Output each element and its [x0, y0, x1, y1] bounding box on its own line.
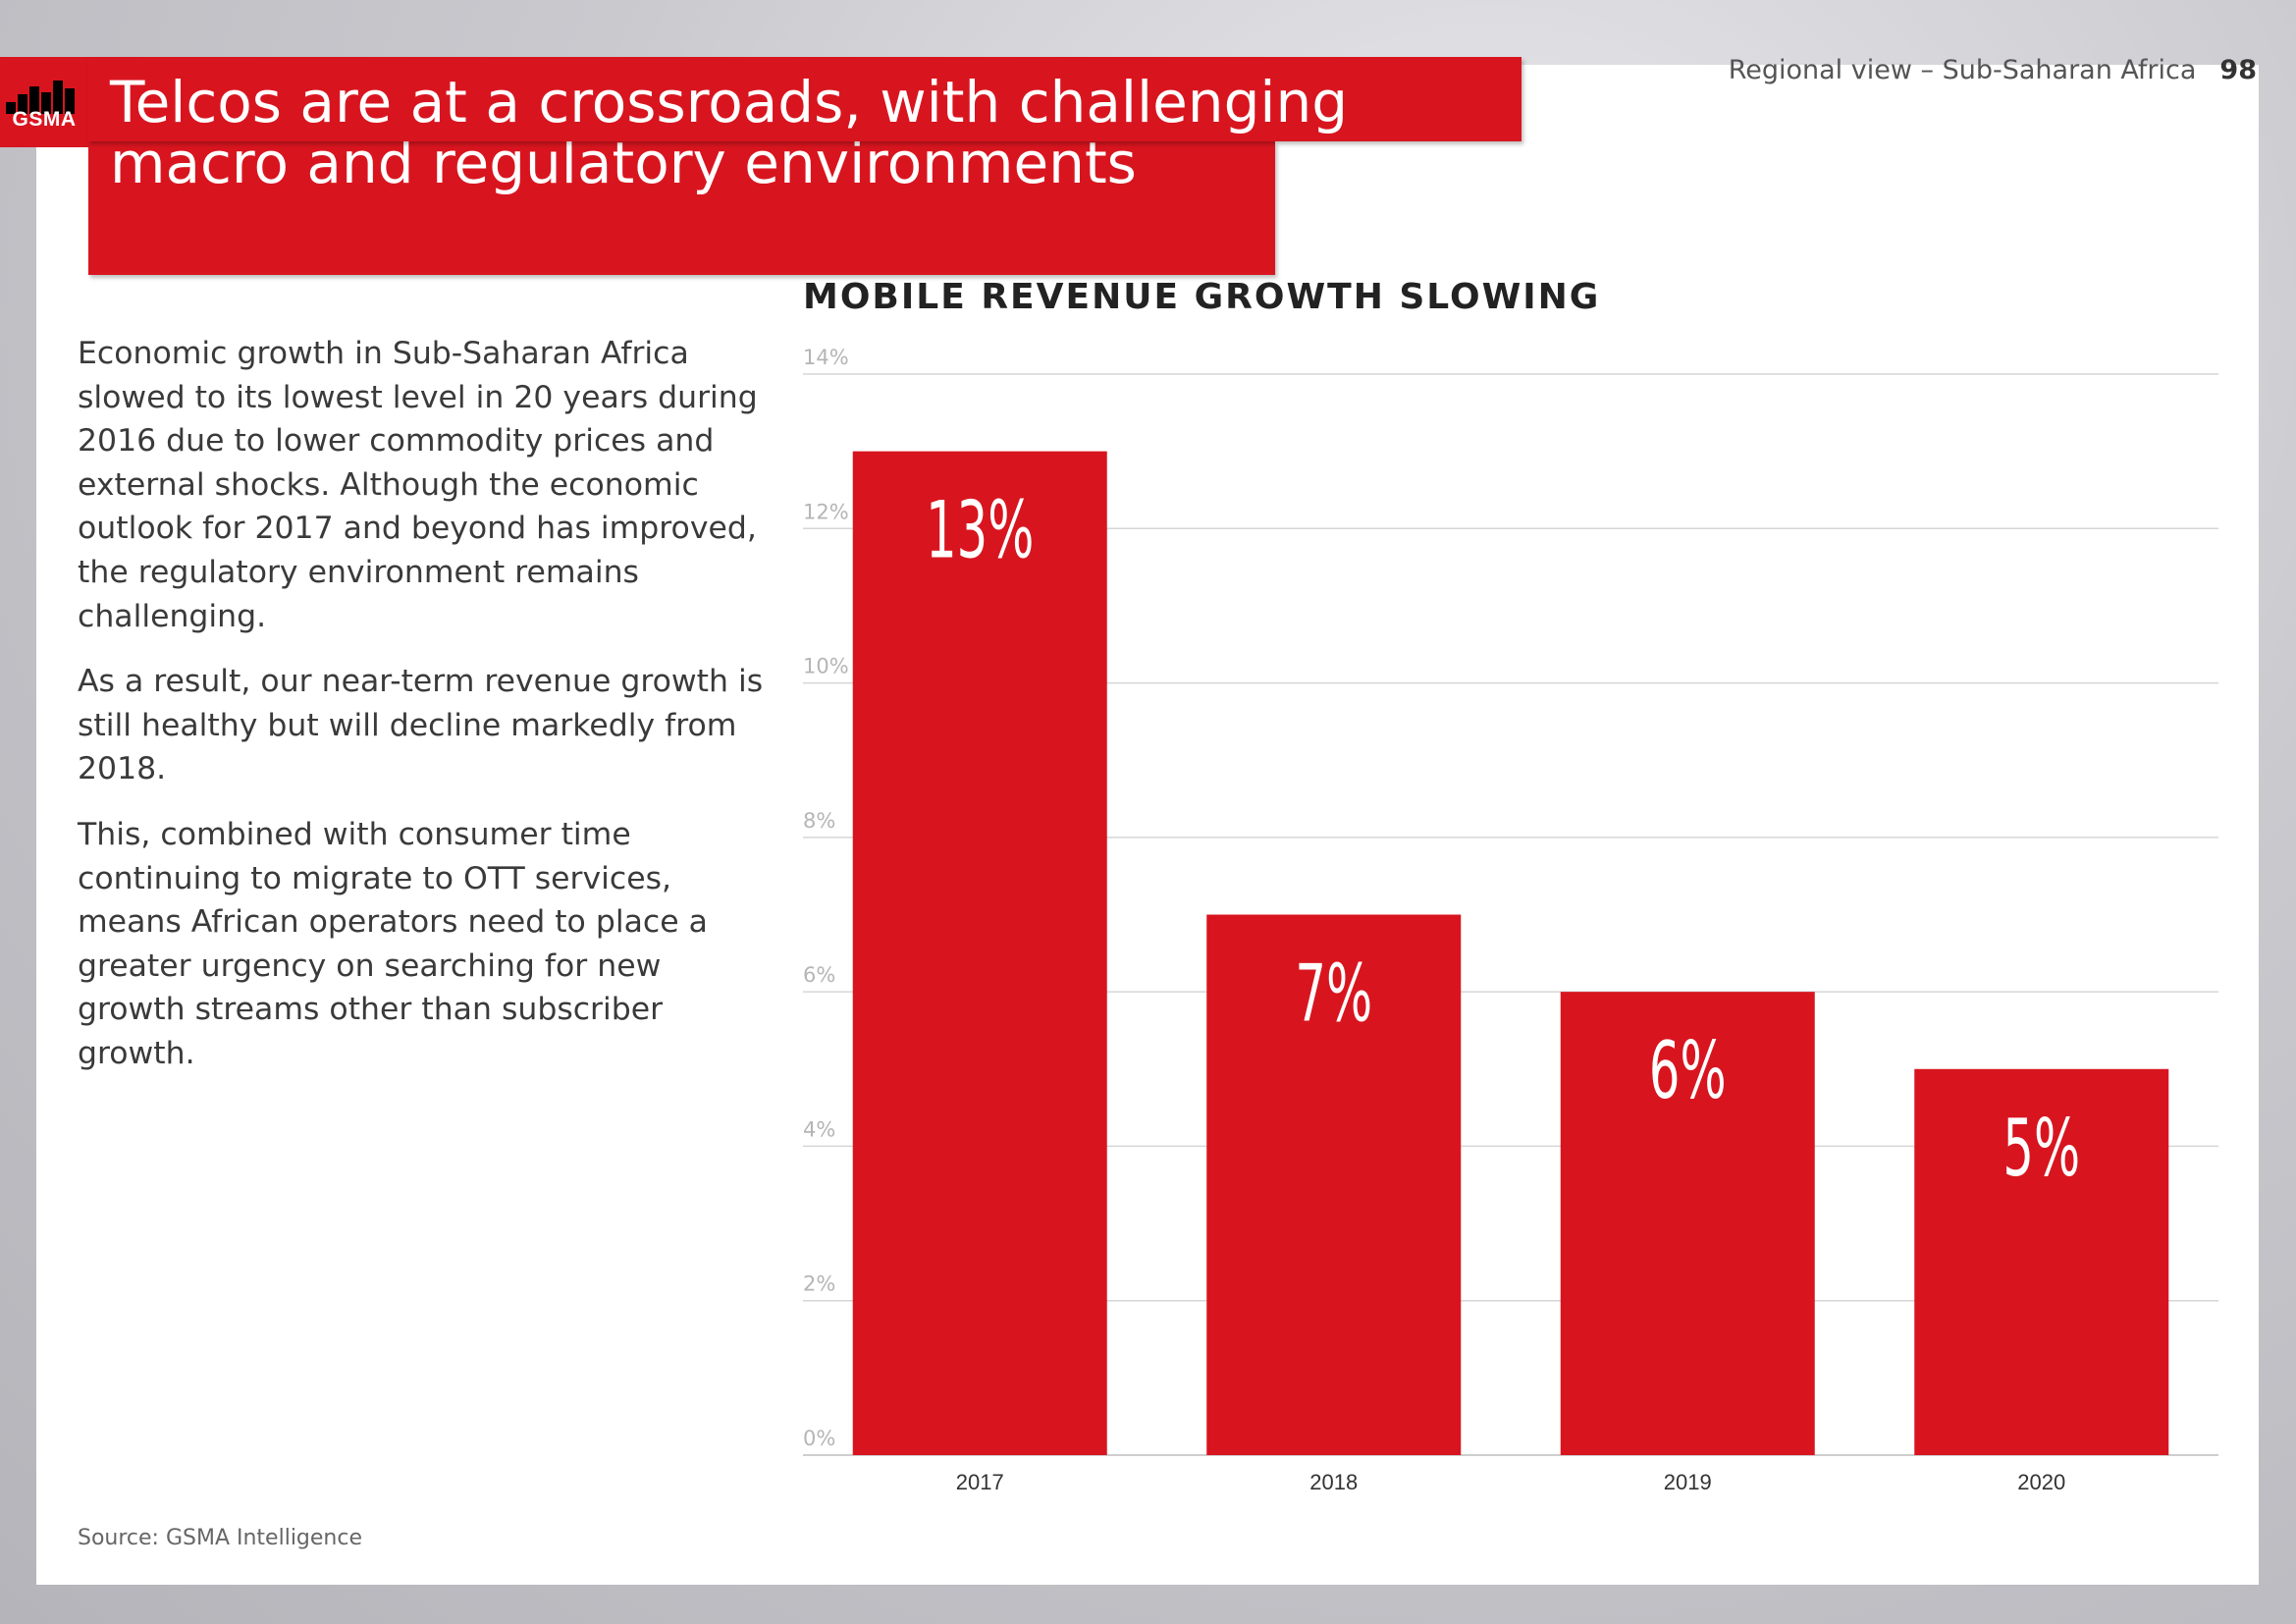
- y-tick-label: 14%: [803, 346, 849, 369]
- data-label: 6%: [1649, 1025, 1727, 1117]
- logo-wordmark: GSMA: [12, 108, 77, 131]
- x-tick-label: 2020: [2017, 1470, 2065, 1494]
- section-header: Regional view – Sub-Saharan Africa 98: [1729, 55, 2257, 85]
- label-layer: 13% 2017 7% 2018 6% 2019 5% 2020: [926, 484, 2080, 1494]
- x-tick-label: 2019: [1664, 1470, 1712, 1494]
- source-note: Source: GSMA Intelligence: [78, 1526, 363, 1550]
- y-tick-label: 6%: [803, 963, 835, 987]
- section-label: Regional view – Sub-Saharan Africa: [1728, 55, 2197, 85]
- x-tick-label: 2018: [1309, 1470, 1358, 1494]
- bar: [1206, 914, 1462, 1455]
- x-tick-label: 2017: [956, 1470, 1004, 1494]
- bar: [1914, 1068, 2169, 1455]
- bar-layer: [852, 451, 2169, 1456]
- body-text: Economic growth in Sub-Saharan Africa sl…: [78, 332, 765, 1098]
- data-label: 5%: [2002, 1102, 2080, 1194]
- data-label: 13%: [926, 484, 1034, 576]
- logo-bars-icon: [6, 81, 75, 114]
- paragraph: Economic growth in Sub-Saharan Africa sl…: [78, 336, 758, 634]
- page-panel: [36, 65, 2259, 1585]
- bar: [1560, 992, 1815, 1455]
- data-label: 7%: [1295, 947, 1372, 1040]
- y-tick-label: 0%: [803, 1427, 835, 1450]
- y-tick-label: 2%: [803, 1272, 835, 1296]
- paragraph: As a result, our near-term revenue growt…: [78, 664, 764, 787]
- title-line-1: Telcos are at a crossroads, with challen…: [88, 57, 1522, 141]
- chart-title: MOBILE REVENUE GROWTH SLOWING: [803, 277, 1601, 317]
- y-tick-label: 12%: [803, 500, 849, 523]
- bar: [852, 451, 1107, 1456]
- y-tick-label: 4%: [803, 1117, 835, 1141]
- gsma-logo: GSMA: [0, 57, 88, 147]
- page-number: 98: [2219, 55, 2257, 85]
- paragraph: This, combined with consumer time contin…: [78, 816, 708, 1071]
- y-tick-label: 8%: [803, 809, 835, 833]
- y-tick-label: 10%: [803, 655, 849, 678]
